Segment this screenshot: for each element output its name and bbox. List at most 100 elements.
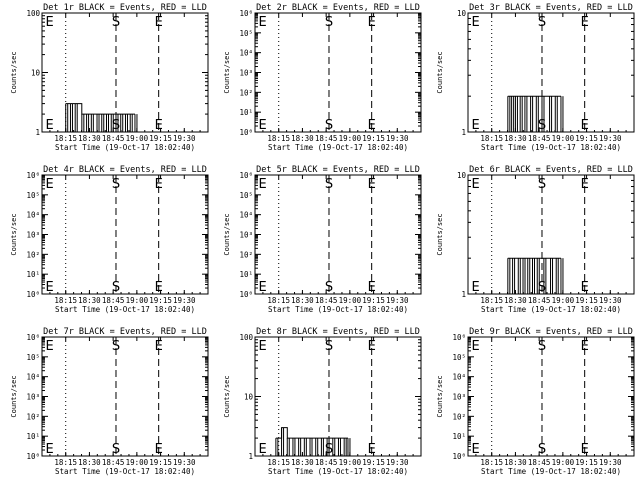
plot-frame <box>467 12 635 133</box>
plot-title: Det 6r BLACK = Events, RED = LLD <box>469 165 633 175</box>
x-tick-label: 18:45 <box>102 458 125 467</box>
y-axis-label: Counts/sec <box>10 51 18 93</box>
x-tick-label: 19:00 <box>552 458 575 467</box>
marker-start: E <box>45 339 53 354</box>
y-tick-label: 100 <box>26 9 40 18</box>
x-axis-label: Start Time (19-Oct-17 18:02:40) <box>481 143 621 152</box>
marker-mid: S <box>112 339 120 354</box>
marker-start: E <box>45 15 53 30</box>
y-tick-label: 1 <box>35 128 40 137</box>
marker-end: E <box>155 442 163 457</box>
x-tick-label: 18:30 <box>504 296 527 305</box>
plot-title: Det 8r BLACK = Events, RED = LLD <box>256 327 420 337</box>
y-tick-label: 10³ <box>26 231 40 240</box>
y-tick-label: 10⁰ <box>26 290 40 299</box>
x-tick-label: 18:15 <box>54 134 77 143</box>
data-series-line <box>275 427 348 439</box>
marker-end: E <box>368 442 376 457</box>
marker-start: E <box>471 339 479 354</box>
marker-start: E <box>471 15 479 30</box>
y-tick-label: 10⁵ <box>239 191 253 200</box>
marker-start: E <box>45 442 53 457</box>
x-tick-label: 19:15 <box>362 134 385 143</box>
y-tick-label: 10⁴ <box>26 373 40 382</box>
marker-start: E <box>45 280 53 295</box>
x-tick-label: 19:30 <box>386 134 409 143</box>
y-axis-label: Counts/sec <box>223 51 231 93</box>
marker-end: E <box>155 15 163 30</box>
marker-mid: S <box>325 118 333 133</box>
y-tick-label: 10⁵ <box>239 29 253 38</box>
x-tick-label: 19:00 <box>126 296 149 305</box>
marker-mid: S <box>325 15 333 30</box>
x-tick-label: 19:00 <box>339 458 362 467</box>
marker-mid: S <box>112 280 120 295</box>
y-tick-label: 1 <box>248 452 253 461</box>
y-tick-label: 100 <box>239 333 253 342</box>
x-tick-label: 19:15 <box>575 458 598 467</box>
marker-mid: S <box>112 177 120 192</box>
x-tick-label: 18:15 <box>54 458 77 467</box>
marker-start: E <box>45 118 53 133</box>
x-tick-label: 18:30 <box>78 134 101 143</box>
y-tick-label: 10¹ <box>452 432 466 441</box>
marker-mid: S <box>538 177 546 192</box>
y-axis-label: Counts/sec <box>223 375 231 417</box>
y-axis-label: Counts/sec <box>223 213 231 255</box>
marker-end: E <box>155 339 163 354</box>
y-tick-label: 10⁰ <box>239 290 253 299</box>
marker-start: E <box>471 280 479 295</box>
x-axis-label: Start Time (19-Oct-17 18:02:40) <box>268 305 408 314</box>
marker-start: E <box>258 118 266 133</box>
y-tick-label: 10² <box>26 412 40 421</box>
x-tick-label: 18:30 <box>504 134 527 143</box>
y-tick-label: 10⁴ <box>452 373 466 382</box>
x-tick-label: 19:00 <box>339 296 362 305</box>
y-tick-label: 10 <box>457 9 467 18</box>
plot-title: Det 9r BLACK = Events, RED = LLD <box>469 327 633 337</box>
x-tick-label: 18:15 <box>54 296 77 305</box>
marker-start: E <box>258 339 266 354</box>
marker-start: E <box>258 280 266 295</box>
marker-start: E <box>471 177 479 192</box>
marker-end: E <box>581 15 589 30</box>
x-axis-label: Start Time (19-Oct-17 18:02:40) <box>481 467 621 476</box>
marker-mid: S <box>538 15 546 30</box>
marker-mid: S <box>325 280 333 295</box>
y-tick-label: 10⁶ <box>26 171 40 180</box>
y-tick-label: 10⁰ <box>239 128 253 137</box>
x-tick-label: 18:30 <box>504 458 527 467</box>
marker-mid: S <box>538 280 546 295</box>
x-tick-label: 18:45 <box>102 296 125 305</box>
marker-end: E <box>155 118 163 133</box>
marker-mid: S <box>538 442 546 457</box>
x-tick-label: 18:30 <box>78 458 101 467</box>
y-tick-label: 10⁵ <box>26 353 40 362</box>
y-tick-label: 10³ <box>239 231 253 240</box>
x-tick-label: 19:30 <box>599 134 622 143</box>
y-axis-label: Counts/sec <box>10 375 18 417</box>
x-tick-label: 19:00 <box>552 134 575 143</box>
x-tick-label: 18:15 <box>267 458 290 467</box>
y-tick-label: 10¹ <box>239 270 253 279</box>
y-tick-label: 1 <box>461 128 466 137</box>
marker-mid: S <box>538 339 546 354</box>
y-tick-label: 10 <box>244 393 254 402</box>
x-tick-label: 18:45 <box>102 134 125 143</box>
marker-end: E <box>581 442 589 457</box>
plot-title: Det 1r BLACK = Events, RED = LLD <box>43 3 207 13</box>
marker-end: E <box>368 118 376 133</box>
marker-end: E <box>155 177 163 192</box>
plot-title: Det 3r BLACK = Events, RED = LLD <box>469 3 633 13</box>
marker-start: E <box>258 442 266 457</box>
marker-start: E <box>45 177 53 192</box>
marker-start: E <box>258 177 266 192</box>
y-tick-label: 10⁰ <box>26 452 40 461</box>
